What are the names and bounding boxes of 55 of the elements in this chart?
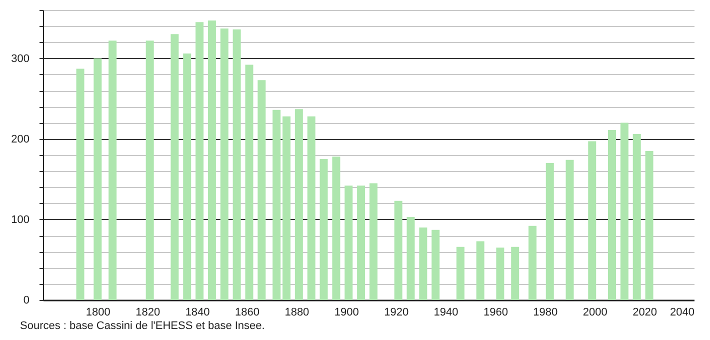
bar (108, 40, 117, 300)
y-tick-label: 0 (23, 294, 30, 306)
x-tick-label: 1920 (384, 306, 409, 318)
bar (496, 248, 504, 300)
bar (146, 40, 154, 300)
bar (76, 68, 84, 300)
source-note: Sources : base Cassini de l'EHESS et base Insee. (20, 320, 265, 332)
x-tick-label: 1980 (533, 306, 558, 318)
x-tick-label: 1900 (334, 306, 359, 318)
x-tick-label: 1880 (284, 306, 310, 318)
y-tick-label: 200 (11, 133, 30, 146)
bar (511, 246, 520, 300)
bar (320, 159, 328, 300)
bar (546, 163, 554, 300)
bar (232, 29, 241, 300)
bar (608, 130, 616, 300)
bar (432, 230, 440, 300)
bar (208, 20, 216, 300)
x-tick-label: 2020 (632, 306, 658, 318)
x-tick-label: 2040 (670, 306, 694, 318)
bar (419, 228, 428, 300)
bar (588, 141, 596, 300)
bar (456, 246, 464, 300)
bar (258, 80, 266, 300)
bar (170, 34, 179, 300)
bar (220, 28, 228, 300)
x-tick-label: 2000 (582, 306, 608, 318)
bar (196, 22, 204, 300)
y-tick-label: 300 (11, 52, 30, 65)
y-tick-label: 100 (11, 214, 30, 226)
bar (406, 217, 415, 300)
x-tick-label: 1960 (483, 306, 508, 318)
bar (369, 183, 378, 300)
x-tick-label: 1860 (235, 306, 260, 318)
x-tick-label: 1940 (434, 306, 458, 318)
bar (332, 156, 340, 300)
x-tick-label: 1820 (136, 306, 160, 318)
bar (357, 186, 366, 300)
bar (183, 54, 192, 300)
bar (566, 160, 574, 300)
bar (528, 226, 536, 300)
bar (307, 116, 316, 300)
bar (394, 200, 402, 300)
bar (294, 109, 303, 300)
bar (645, 150, 654, 300)
bar (282, 116, 291, 300)
x-tick-label: 1840 (185, 306, 210, 318)
bar (272, 110, 281, 300)
bar (94, 58, 102, 300)
bar (476, 241, 484, 300)
bar (245, 64, 254, 300)
bar (344, 186, 353, 300)
bar (620, 122, 628, 300)
bar (632, 134, 641, 300)
x-tick-label: 1800 (86, 306, 110, 318)
